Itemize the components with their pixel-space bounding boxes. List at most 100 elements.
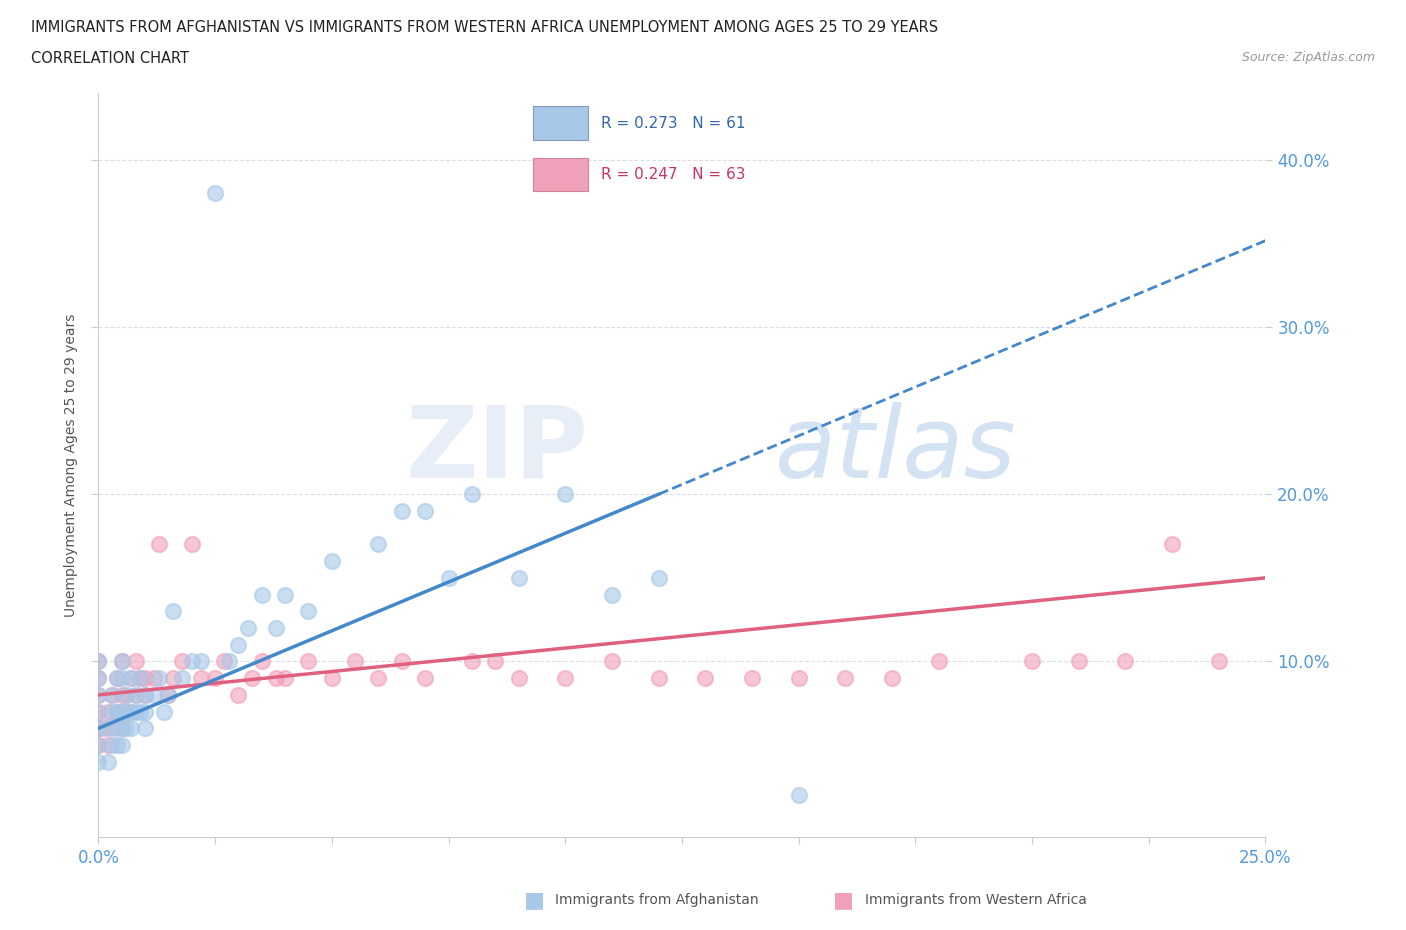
Point [695, 671, 717, 685]
Point [97, 737, 120, 752]
Point [787, 788, 810, 803]
Point [134, 721, 156, 736]
Point [741, 671, 763, 685]
Point [1067, 654, 1090, 669]
Point [162, 604, 184, 618]
Point [647, 671, 669, 685]
Point [554, 486, 576, 501]
Point [264, 620, 287, 635]
Text: R = 0.273   N = 61: R = 0.273 N = 61 [600, 115, 745, 130]
Point [111, 671, 134, 685]
Point [129, 704, 152, 719]
Point [413, 671, 436, 685]
Point [87, 654, 110, 669]
Point [367, 537, 389, 551]
Point [97, 754, 120, 769]
Point [787, 671, 810, 685]
Point [274, 587, 297, 602]
Point [105, 737, 128, 752]
Point [437, 570, 460, 585]
Text: Source: ZipAtlas.com: Source: ZipAtlas.com [1241, 51, 1375, 64]
Text: R = 0.247   N = 63: R = 0.247 N = 63 [600, 167, 745, 182]
Point [115, 704, 138, 719]
Point [120, 704, 142, 719]
Point [87, 671, 110, 685]
Point [101, 721, 124, 736]
Point [87, 687, 110, 702]
Point [834, 671, 856, 685]
Point [120, 721, 142, 736]
Point [111, 654, 134, 669]
Point [134, 687, 156, 702]
Point [101, 704, 124, 719]
Point [143, 687, 166, 702]
Point [204, 186, 226, 201]
Point [87, 654, 110, 669]
Point [1161, 537, 1184, 551]
Point [111, 654, 134, 669]
Point [172, 671, 194, 685]
Point [190, 654, 212, 669]
Text: Immigrants from Afghanistan: Immigrants from Afghanistan [555, 893, 759, 908]
Text: ■: ■ [834, 890, 853, 910]
Point [554, 671, 576, 685]
Point [87, 737, 110, 752]
Point [87, 737, 110, 752]
Point [134, 687, 156, 702]
Point [97, 721, 120, 736]
Point [87, 687, 110, 702]
Point [484, 654, 506, 669]
Point [111, 704, 134, 719]
Point [111, 721, 134, 736]
Point [391, 654, 413, 669]
Point [214, 654, 236, 669]
Point [111, 687, 134, 702]
Text: ZIP: ZIP [406, 402, 589, 498]
Point [157, 687, 180, 702]
Point [600, 587, 623, 602]
Point [508, 671, 530, 685]
Point [111, 737, 134, 752]
Point [367, 671, 389, 685]
Point [264, 671, 287, 685]
Point [274, 671, 297, 685]
Point [461, 486, 484, 501]
Point [508, 570, 530, 585]
Point [228, 687, 250, 702]
Point [152, 704, 174, 719]
Point [148, 537, 170, 551]
Point [190, 671, 212, 685]
Text: IMMIGRANTS FROM AFGHANISTAN VS IMMIGRANTS FROM WESTERN AFRICA UNEMPLOYMENT AMONG: IMMIGRANTS FROM AFGHANISTAN VS IMMIGRANT… [31, 20, 938, 35]
Text: CORRELATION CHART: CORRELATION CHART [31, 51, 188, 66]
Point [250, 654, 273, 669]
Point [105, 704, 128, 719]
Point [344, 654, 367, 669]
Point [1208, 654, 1230, 669]
Point [413, 503, 436, 518]
Point [204, 671, 226, 685]
Point [125, 687, 148, 702]
Point [111, 721, 134, 736]
Point [143, 671, 166, 685]
Point [115, 687, 138, 702]
Point [321, 671, 343, 685]
Point [115, 687, 138, 702]
FancyBboxPatch shape [533, 106, 588, 140]
Point [228, 637, 250, 652]
Point [115, 721, 138, 736]
Point [125, 687, 148, 702]
Point [111, 704, 134, 719]
Point [129, 671, 152, 685]
Point [236, 620, 259, 635]
Point [97, 704, 120, 719]
Point [391, 503, 413, 518]
Point [101, 687, 124, 702]
Text: ■: ■ [524, 890, 544, 910]
FancyBboxPatch shape [533, 158, 588, 192]
Point [218, 654, 240, 669]
Point [120, 704, 142, 719]
Text: atlas: atlas [775, 402, 1017, 498]
Point [105, 721, 128, 736]
Point [321, 553, 343, 568]
Point [647, 570, 669, 585]
